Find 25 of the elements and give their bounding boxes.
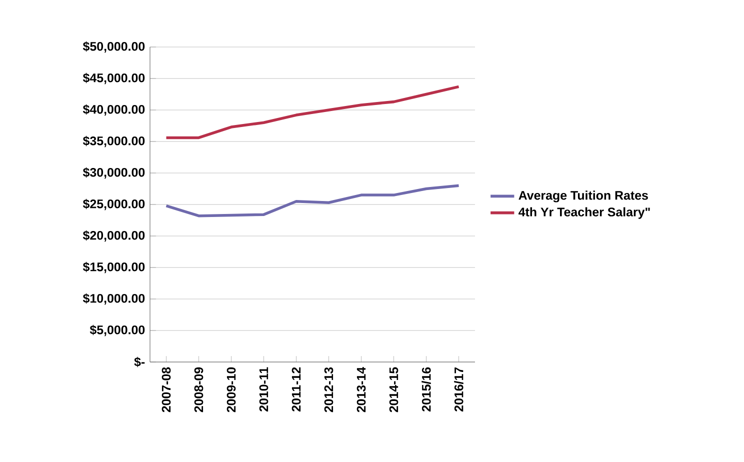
- line-series: [164, 85, 460, 140]
- y-tick-label: $-: [134, 356, 145, 368]
- y-tick-label: $5,000.00: [90, 324, 145, 336]
- x-tick-label: 2014-15: [389, 367, 398, 412]
- y-tick-label: $20,000.00: [82, 230, 145, 242]
- y-tick-label: $35,000.00: [82, 136, 145, 148]
- x-tick-label: 2010-11: [259, 367, 268, 412]
- legend-label: 4th Yr Teacher Salary": [518, 207, 650, 219]
- y-tick-label: $50,000.00: [82, 41, 145, 53]
- x-tick-label: 2009-10: [226, 367, 236, 412]
- y-tick-label: $40,000.00: [82, 104, 145, 116]
- x-tick-label: 2011-12: [292, 367, 301, 412]
- x-tick-label: 2012-13: [324, 367, 334, 412]
- line-series: [164, 184, 460, 218]
- x-tick-label: 2013-14: [356, 366, 366, 412]
- y-tick-label: $25,000.00: [82, 198, 145, 210]
- x-tick-label: 2008-09: [194, 367, 204, 412]
- x-tick-label: 2007-08: [162, 367, 171, 412]
- y-tick-label: $15,000.00: [82, 262, 145, 274]
- y-tick-label: $10,000.00: [82, 293, 145, 305]
- legend-label: Average Tuition Rates: [518, 190, 648, 202]
- x-tick-label: 2016/17: [454, 367, 464, 412]
- y-tick-label: $45,000.00: [82, 72, 145, 84]
- y-tick-label: $30,000.00: [82, 167, 145, 179]
- x-tick-label: 2015/16: [422, 367, 431, 412]
